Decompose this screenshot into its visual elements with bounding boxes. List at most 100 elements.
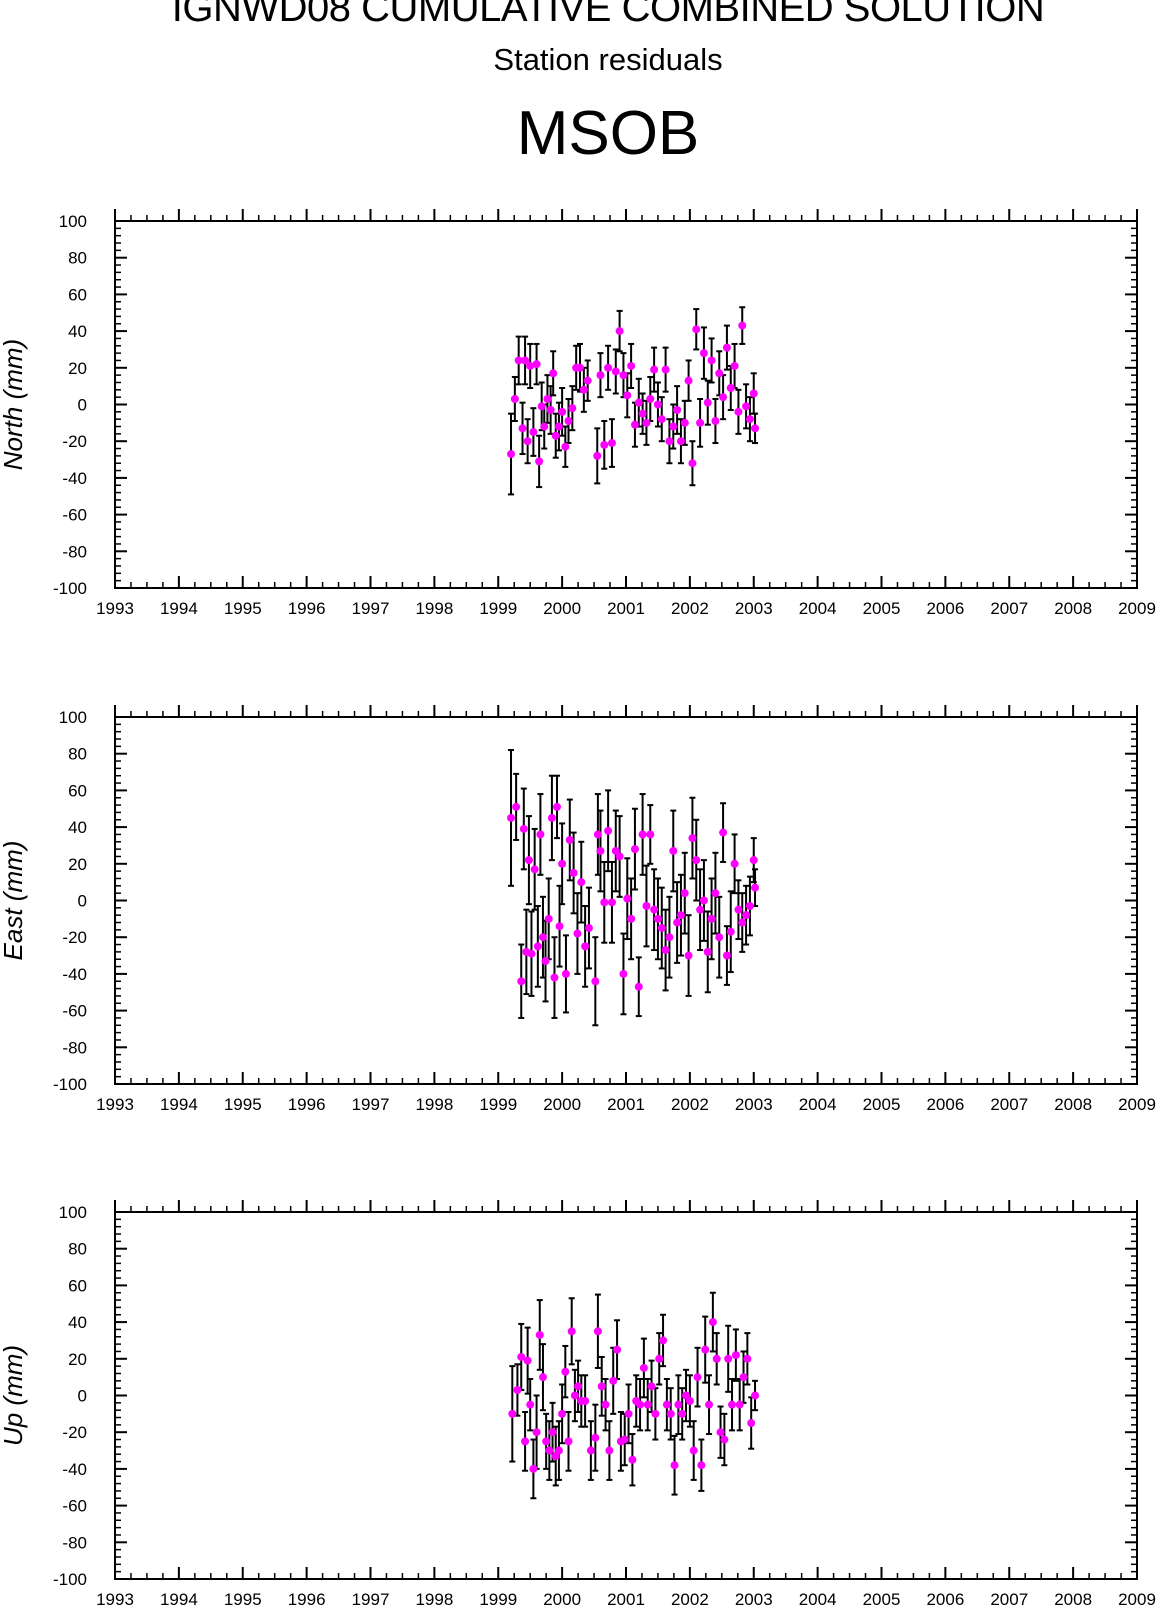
east-panel: 1993 1994 1995 1996 1997 1998 1999 2000 2001 2002…	[0, 705, 1156, 1114]
up-data-point	[693, 1373, 702, 1382]
north-data-point	[600, 440, 609, 449]
east-data-point	[749, 856, 758, 865]
east-data-point	[512, 802, 521, 811]
up-x-tick-label: 1995	[224, 1590, 262, 1609]
east-data-point	[696, 905, 705, 914]
up-y-tick-label: -60	[62, 1497, 87, 1516]
up-data-point	[605, 1446, 614, 1455]
up-y-tick-label: 20	[68, 1350, 87, 1369]
up-plot-frame	[114, 1211, 1138, 1580]
north-data-point	[646, 394, 655, 403]
up-data-point	[724, 1354, 733, 1363]
up-x-tick-label: 1993	[96, 1590, 134, 1609]
up-data-point	[535, 1330, 544, 1339]
east-x-tick-label: 2002	[671, 1095, 709, 1114]
east-x-tick-label: 2005	[863, 1095, 901, 1114]
north-data-point	[561, 442, 570, 451]
up-y-tick-label: 80	[68, 1240, 87, 1259]
east-y-tick-label: 40	[68, 818, 87, 837]
up-data-point	[567, 1327, 576, 1336]
up-data-point	[731, 1351, 740, 1360]
north-data-point	[749, 389, 758, 398]
north-data-point	[638, 409, 647, 418]
north-x-tick-label: 1996	[288, 599, 326, 618]
up-data-point	[574, 1382, 583, 1391]
north-data-point	[579, 385, 588, 394]
up-y-tick-label: 60	[68, 1276, 87, 1295]
up-data-point	[666, 1409, 675, 1418]
north-data-point	[734, 407, 743, 416]
east-data-point	[604, 826, 613, 835]
east-data-point	[661, 946, 670, 955]
east-data-point	[593, 830, 602, 839]
north-data-point	[680, 418, 689, 427]
east-data-point	[544, 914, 553, 923]
east-data-point	[619, 969, 628, 978]
east-data-point	[707, 914, 716, 923]
up-data-point	[581, 1397, 590, 1406]
east-y-tick-label: 100	[59, 708, 87, 727]
station-name: MSOB	[516, 99, 700, 168]
east-data-point	[738, 918, 747, 927]
east-data-point	[536, 830, 545, 839]
north-data-point	[514, 356, 523, 365]
east-data-point	[569, 868, 578, 877]
north-data-point	[661, 365, 670, 374]
east-data-point	[703, 947, 712, 956]
north-x-tick-label: 1995	[224, 599, 262, 618]
north-data-point	[540, 422, 549, 431]
up-y-tick-label: -80	[62, 1533, 87, 1552]
east-data-point	[553, 802, 562, 811]
up-y-tick-label: 100	[59, 1203, 87, 1222]
east-data-point	[538, 933, 547, 942]
east-data-point	[615, 852, 624, 861]
up-data-point	[586, 1446, 595, 1455]
up-data-point	[643, 1400, 652, 1409]
up-y-tick-label: 40	[68, 1313, 87, 1332]
north-y-tick-label: 60	[68, 285, 87, 304]
east-data-point	[550, 973, 559, 982]
up-data-point	[678, 1409, 687, 1418]
east-x-tick-label: 1994	[160, 1095, 198, 1114]
north-data-point	[615, 327, 624, 336]
east-data-point	[524, 856, 533, 865]
east-data-point	[722, 951, 731, 960]
up-data-point	[554, 1446, 563, 1455]
east-data-point	[688, 834, 697, 843]
up-data-point	[513, 1385, 522, 1394]
north-x-tick-label: 2003	[735, 599, 773, 618]
east-data-point	[646, 830, 655, 839]
up-data-point	[743, 1354, 752, 1363]
north-y-tick-label: 80	[68, 249, 87, 268]
north-data-point	[751, 424, 760, 433]
north-x-tick-label: 2001	[607, 599, 645, 618]
chart-title: IGNWD08 CUMULATIVE COMBINED SOLUTION	[171, 0, 1045, 30]
up-data-point	[647, 1382, 656, 1391]
up-data-point	[655, 1354, 664, 1363]
north-x-tick-label: 2004	[799, 599, 837, 618]
north-data-point	[596, 371, 605, 380]
east-data-point	[541, 957, 550, 966]
up-data-point	[561, 1367, 570, 1376]
up-x-tick-label: 2009	[1118, 1590, 1156, 1609]
east-data-point	[607, 898, 616, 907]
east-data-point	[634, 982, 643, 991]
east-data-point	[699, 896, 708, 905]
north-data-point	[696, 418, 705, 427]
up-data-point	[593, 1327, 602, 1336]
east-data-point	[751, 883, 760, 892]
up-data-point	[517, 1352, 526, 1361]
north-data-point	[730, 361, 739, 370]
up-data-point	[564, 1437, 573, 1446]
north-data-point	[510, 394, 519, 403]
up-data-point	[591, 1433, 600, 1442]
north-data-point	[742, 402, 751, 411]
east-x-tick-label: 2003	[735, 1095, 773, 1114]
north-data-point	[604, 363, 613, 372]
north-x-tick-label: 2008	[1054, 599, 1092, 618]
north-data-point	[699, 349, 708, 358]
north-plot-frame	[114, 220, 1138, 589]
up-data-point	[651, 1409, 660, 1418]
east-data-point	[726, 927, 735, 936]
